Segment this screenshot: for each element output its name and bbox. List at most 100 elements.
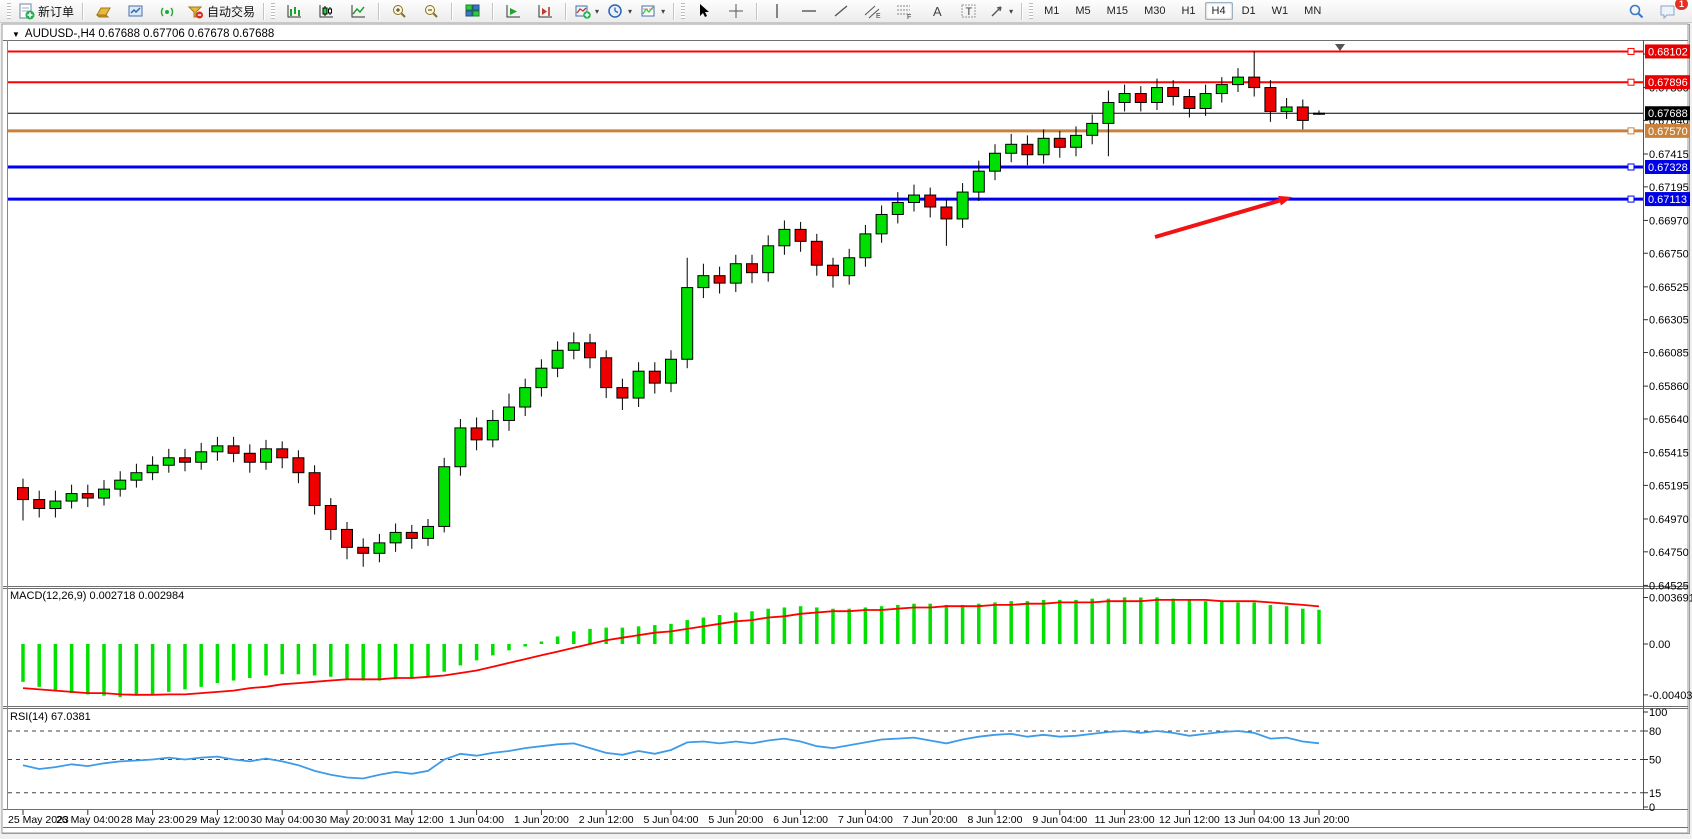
profile-icon (95, 7, 111, 17)
dropdown-arrow-icon: ▾ (595, 6, 600, 16)
cursor-icon (700, 4, 710, 17)
macd-tick-label: -0.004037 (1649, 690, 1692, 702)
price-badge (1645, 75, 1690, 90)
indicators-button[interactable]: ▾ (570, 0, 603, 22)
candle-body (146, 464, 159, 474)
candle-body (1134, 93, 1147, 104)
text-label-tool-button[interactable]: T (953, 0, 985, 22)
toolbar-separator (492, 2, 494, 20)
timeframe-H4[interactable]: H4 (1204, 2, 1233, 20)
templates-button[interactable]: ▾ (636, 0, 669, 22)
candle-body (260, 448, 272, 463)
time-tick-label: 5 Jun 04:00 (644, 814, 699, 826)
chart-shift-marker[interactable] (1335, 44, 1345, 51)
timeframe-W1[interactable]: W1 (1271, 5, 1289, 17)
horizontal-line-tool-button[interactable] (793, 0, 825, 22)
timeframe-M5[interactable]: M5 (1075, 5, 1091, 17)
candle-body (324, 505, 337, 530)
toolbar-grip[interactable] (681, 3, 686, 19)
chart-shift-icon (538, 4, 552, 17)
vertical-line-tool-button[interactable] (761, 0, 793, 22)
timeframe-D1[interactable]: D1 (1241, 5, 1256, 17)
cursor-tool-button[interactable] (688, 0, 720, 22)
text-label-icon: T (961, 4, 976, 18)
candle-body (713, 275, 726, 284)
tile-windows-button[interactable] (456, 0, 488, 22)
auto-scroll-button[interactable] (497, 0, 529, 22)
arrow-annotation[interactable] (1154, 198, 1281, 239)
hline-handle[interactable] (1627, 78, 1635, 86)
candle-body (503, 406, 515, 421)
chart-shift-button[interactable] (529, 0, 561, 22)
zoom-in-button[interactable] (383, 0, 415, 22)
fibonacci-tool-button[interactable]: F (889, 0, 921, 22)
candle-body (405, 531, 418, 539)
crosshair-icon (729, 4, 744, 18)
signals-button[interactable] (151, 0, 183, 22)
rsi-t极ick-label: 80 (1649, 726, 1661, 738)
chart-candles-button[interactable] (310, 0, 342, 22)
arrow-annotation-head[interactable] (1278, 195, 1292, 206)
candle-body (1313, 112, 1325, 115)
candle-body (1151, 87, 1163, 104)
candle-body (551, 349, 564, 369)
new-order-button[interactable]: 新订单 (14, 0, 78, 22)
hline-handle[interactable] (1627, 127, 1635, 135)
timeframe-MN[interactable]: MN (1304, 5, 1322, 17)
timeframe-M15[interactable]: M15 (1106, 5, 1129, 17)
candle-body (1215, 84, 1228, 95)
rsi-t极ick-label: 15 (1649, 788, 1661, 800)
toolbar-grip[interactable] (7, 3, 11, 19)
price-tick-label: 0.64970 (1649, 514, 1689, 526)
charts-profile-button[interactable] (87, 0, 119, 22)
notifications-button[interactable]: 1 (1652, 0, 1689, 22)
horizontal-line-icon (802, 10, 817, 12)
price-badge-label: 0.67113 (1648, 194, 1687, 206)
hline-handle[interactable] (1627, 47, 1635, 55)
price-tick-label: 0.66970 (1649, 215, 1689, 227)
svg-text:T: T (966, 6, 973, 18)
candle-body (1248, 76, 1261, 89)
candle-body (1070, 134, 1082, 148)
timeframe-H1[interactable]: H1 (1181, 5, 1196, 17)
chart-bars-button[interactable] (278, 0, 310, 22)
autotrading-button[interactable]: 自动交易 (183, 0, 259, 22)
chart-window-frame (1, 23, 1689, 834)
price-badge-label: 0.67688 (1648, 108, 1688, 120)
rsi-t极ick-label: 0 (1649, 802, 1655, 814)
price-tick-label: 0.66750 (1649, 248, 1689, 260)
candle-body (665, 358, 677, 384)
toolbar-grip[interactable] (1029, 3, 1034, 19)
toolbar-grip[interactable] (271, 3, 276, 19)
candle-body (843, 257, 856, 277)
time-tick-label: 30 May 04:00 (250, 814, 314, 826)
market-watch-icon (128, 5, 143, 16)
timeframe-M1[interactable]: M1 (1044, 5, 1060, 17)
timeframe-M30[interactable]: M30 (1144, 5, 1166, 17)
text-tool-button[interactable]: A (921, 0, 953, 22)
chart-menu-icon[interactable]: ▼ (12, 29, 20, 39)
candle-body (98, 488, 110, 499)
candlestick-chart-icon (319, 4, 333, 17)
candle-body (486, 419, 499, 441)
candle-body (389, 531, 402, 544)
zoom-out-button[interactable] (415, 0, 447, 22)
hline-handle[interactable] (1627, 163, 1635, 171)
candle-body (1037, 137, 1050, 156)
hline-handle[interactable] (1627, 195, 1635, 203)
chart-line-button[interactable] (342, 0, 374, 22)
candle-body (243, 452, 256, 463)
trendline-tool-button[interactable] (825, 0, 857, 22)
candle-body (940, 206, 953, 220)
equidistant-channel-tool-button[interactable]: E (857, 0, 889, 22)
time-tick-label: 7 Jun 04:00 (838, 814, 893, 826)
candle-body (1102, 102, 1115, 124)
periods-button[interactable]: ▾ (603, 0, 636, 22)
crosshair-tool-button[interactable] (720, 0, 752, 22)
search-button[interactable] (1620, 0, 1652, 22)
market-watch-button[interactable] (119, 0, 151, 22)
arrows-tool-button[interactable]: ▾ (985, 0, 1017, 22)
candle-body (1086, 122, 1099, 136)
